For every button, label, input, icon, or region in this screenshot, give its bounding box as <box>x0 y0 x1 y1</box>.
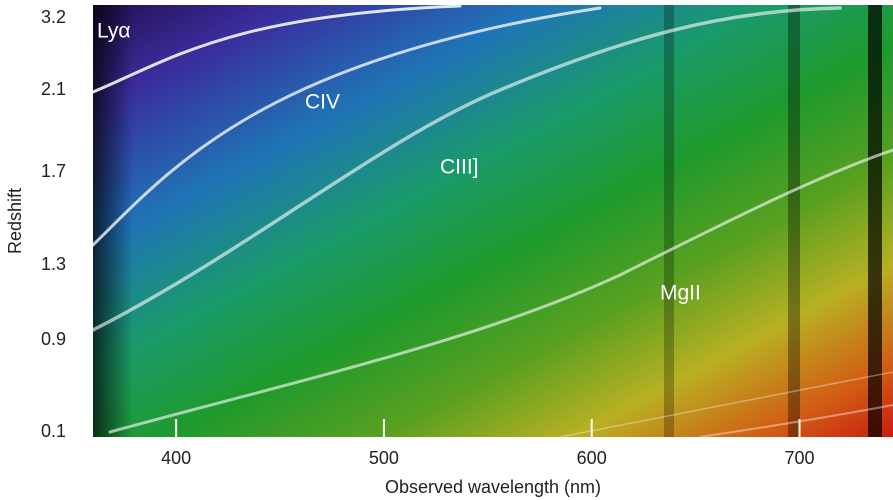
y-tick-label: 1.7 <box>41 161 66 181</box>
annotation: Lyα <box>97 20 131 43</box>
y-tick-label: 0.1 <box>41 421 66 441</box>
plot-image <box>91 4 893 438</box>
y-tick-label: 0.9 <box>41 329 66 349</box>
annotation: CIV <box>305 91 340 114</box>
y-tick-label: 3.2 <box>41 7 66 27</box>
x-tick-label: 400 <box>161 448 191 468</box>
x-tick-label: 700 <box>784 448 814 468</box>
x-tick-label: 500 <box>369 448 399 468</box>
y-tick-label: 2.1 <box>41 79 66 99</box>
annotation: CIII] <box>440 156 479 179</box>
x-tick-label: 600 <box>577 448 607 468</box>
y-axis-title: Redshift <box>5 188 25 254</box>
y-tick-label: 1.3 <box>41 254 66 274</box>
annotation: MgII <box>660 282 701 305</box>
x-axis-title: Observed wavelength (nm) <box>385 477 601 497</box>
